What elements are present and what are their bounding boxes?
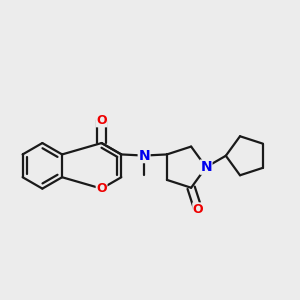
Text: N: N	[200, 160, 212, 174]
Text: O: O	[96, 114, 107, 127]
Text: N: N	[138, 148, 150, 163]
Text: O: O	[193, 203, 203, 216]
Text: O: O	[96, 182, 107, 195]
